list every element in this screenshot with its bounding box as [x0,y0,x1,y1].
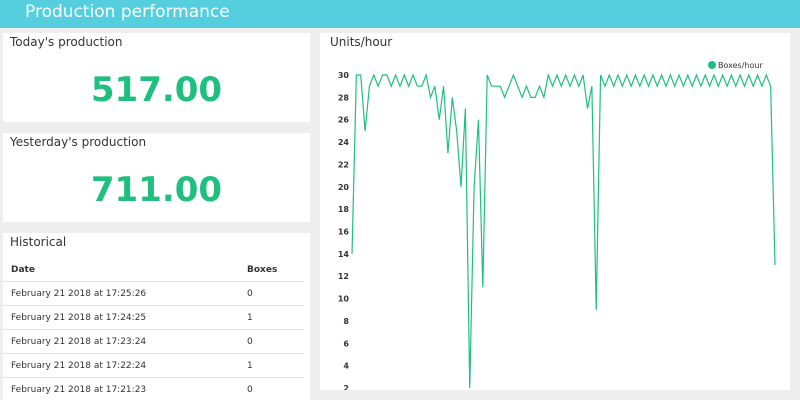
y-tick-label: 2 [343,384,349,390]
y-tick-label: 8 [343,317,349,326]
y-tick-label: 16 [338,228,350,237]
y-tick-label: 22 [338,160,349,169]
table-cell: 0 [239,281,303,306]
table-row: February 21 2018 at 17:24:25 1 [3,305,303,330]
table-cell: 0 [239,329,303,354]
yesterday-card: Yesterday's production 711.00 [3,133,310,222]
y-tick-label: 6 [343,339,349,348]
chart-title: Units/hour [330,35,392,49]
table-cell: 1 [239,353,303,378]
y-tick-label: 24 [338,138,350,147]
card-value: 711.00 [90,170,223,210]
y-tick-label: 28 [338,93,350,102]
legend-label: Boxes/hour [718,61,763,70]
y-tick-label: 10 [338,295,350,304]
historical-card: Historical Date Boxes February 21 2018 a… [3,233,310,400]
chart-card: Units/hour 2 4 6 8 10 12 14 16 18 20 22 24 26 28 30 Box… [320,33,790,390]
card-value: 517.00 [90,70,223,110]
table-row: February 21 2018 at 17:22:24 1 [3,353,303,378]
y-tick-label: 20 [338,183,350,192]
column-header: Date [3,258,239,282]
y-tick-label: 12 [338,272,349,281]
y-tick-label: 14 [338,250,350,259]
table-row: February 21 2018 at 17:25:26 0 [3,281,303,306]
legend-swatch [708,61,716,69]
y-tick-label: 30 [338,71,350,80]
card-title: Historical [10,235,67,249]
table-row: February 21 2018 at 17:21:23 0 [3,377,303,400]
y-tick-label: 4 [343,362,349,371]
card-title: Today's production [10,35,123,49]
y-tick-label: 18 [338,205,350,214]
table-cell: February 21 2018 at 17:22:24 [3,353,239,378]
table-header: Date Boxes [3,258,303,282]
chart: Units/hour 24681012141618202224262830Box… [330,35,776,390]
line [351,72,776,389]
card-title: Yesterday's production [10,135,147,149]
table-cell: February 21 2018 at 17:24:25 [3,305,239,330]
table-cell: February 21 2018 at 17:21:23 [3,377,239,400]
column-header: Boxes [239,258,303,282]
header-title: Production performance [25,2,230,22]
table-row: February 21 2018 at 17:23:24 0 [3,329,303,354]
history-table: Date Boxes February 21 2018 at 17:25:26 0… [3,258,303,400]
table-cell: February 21 2018 at 17:23:24 [3,329,239,354]
header: Production performance [0,0,800,28]
today-card: Today's production 517.00 [3,33,310,122]
y-tick-label: 26 [338,116,350,125]
table-cell: 0 [239,377,303,400]
table-cell: February 21 2018 at 17:25:26 [3,281,239,306]
table-cell: 1 [239,305,303,330]
